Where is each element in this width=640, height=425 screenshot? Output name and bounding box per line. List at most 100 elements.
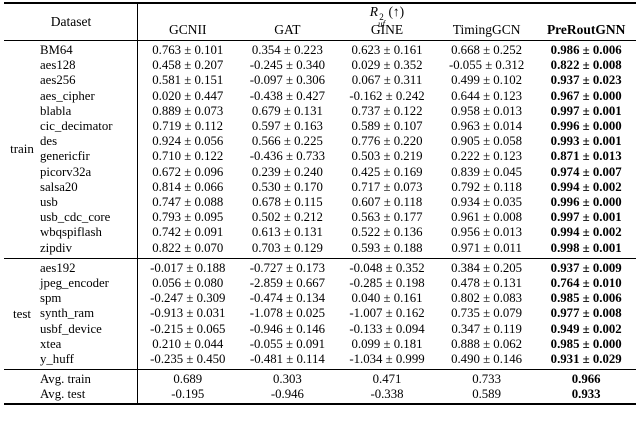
value-cell: 0.478 ± 0.131 (451, 276, 523, 291)
table-row: usb_cdc_core 0.793 ± 0.095 0.502 ± 0.212 0.… (4, 210, 636, 225)
value-cell: -0.017 ± 0.188 (150, 260, 226, 275)
value-cell: 0.597 ± 0.163 (251, 119, 323, 134)
dataset-name: y_huff (40, 352, 74, 367)
value-cell: 0.672 ± 0.096 (152, 164, 224, 179)
group-spacer (4, 195, 40, 210)
value-cell: 0.776 ± 0.220 (351, 134, 423, 149)
value-cell: -0.055 ± 0.312 (448, 58, 525, 73)
table-row: usbf_device -0.215 ± 0.065 -0.946 ± 0.146 -… (4, 322, 636, 337)
column-header-dataset: Dataset (50, 14, 92, 29)
dataset-name: synth_ram (40, 306, 95, 321)
value-cell: -0.474 ± 0.134 (249, 291, 326, 306)
value-cell: 0.742 ± 0.091 (152, 225, 224, 240)
summary-value-cell: 0.589 (472, 386, 501, 401)
value-cell: 0.029 ± 0.352 (351, 58, 423, 73)
summary-value-cell: 0.966 (571, 372, 601, 387)
value-cell: 0.974 ± 0.007 (550, 164, 622, 179)
dataset-name: jpeg_encoder (40, 276, 109, 291)
group-spacer (4, 73, 40, 88)
value-cell: 0.871 ± 0.013 (550, 149, 622, 164)
header-rule (4, 40, 636, 41)
table-row: salsa20 0.814 ± 0.066 0.530 ± 0.170 0.717 ±… (4, 180, 636, 195)
value-cell: 0.971 ± 0.011 (451, 240, 522, 255)
group-spacer (4, 261, 40, 276)
value-cell: 0.589 ± 0.107 (351, 119, 423, 134)
value-cell: -0.097 ± 0.306 (249, 73, 326, 88)
group-spacer (4, 322, 40, 337)
column-header-gine: GINE (370, 22, 404, 37)
value-cell: 0.937 ± 0.023 (550, 73, 622, 88)
value-cell: -0.247 ± 0.309 (150, 291, 226, 306)
summary-value-cell: 0.689 (173, 372, 203, 387)
table-row: aes128 0.458 ± 0.207 -0.245 ± 0.340 0.029 ±… (4, 58, 636, 73)
value-cell: 0.678 ± 0.115 (252, 195, 323, 210)
value-cell: 0.644 ± 0.123 (451, 88, 523, 103)
dataset-name: des (40, 134, 58, 149)
value-cell: 0.613 ± 0.131 (251, 225, 323, 240)
summary-value-cell: -0.195 (171, 386, 205, 401)
value-cell: 0.347 ± 0.119 (451, 321, 522, 336)
value-cell: 0.503 ± 0.219 (351, 149, 423, 164)
value-cell: 0.993 ± 0.001 (550, 134, 622, 149)
value-cell: 0.961 ± 0.008 (451, 210, 523, 225)
value-cell: 0.958 ± 0.013 (451, 103, 523, 118)
dataset-name: wbqspiflash (40, 225, 102, 240)
value-cell: 0.499 ± 0.102 (451, 73, 523, 88)
table-header: Dataset R 2 uf (↑) GCNII GAT GINE TimingGCN Pr… (4, 4, 636, 40)
value-cell: 0.040 ± 0.161 (351, 291, 423, 306)
metric-arrow: (↑) (388, 4, 405, 19)
value-cell: 0.792 ± 0.118 (451, 179, 522, 194)
summary-row: Avg. test -0.195 -0.946 -0.338 0.589 0.933 (4, 387, 636, 402)
value-cell: 0.967 ± 0.000 (550, 88, 622, 103)
bottom-rule (4, 403, 636, 406)
column-header-gcnii: GCNII (169, 22, 207, 37)
column-header-gat: GAT (274, 22, 301, 37)
metric-header: R 2 uf (↑) (138, 4, 636, 28)
value-cell: 0.937 ± 0.009 (550, 260, 622, 275)
value-cell: 0.934 ± 0.035 (451, 195, 523, 210)
table-row: blabla 0.889 ± 0.073 0.679 ± 0.131 0.737 ± … (4, 104, 636, 119)
dataset-name: cic_decimator (40, 119, 113, 134)
value-cell: 0.222 ± 0.123 (451, 149, 523, 164)
value-cell: 0.384 ± 0.205 (451, 260, 523, 275)
value-cell: -0.436 ± 0.733 (249, 149, 326, 164)
group-spacer (4, 89, 40, 104)
value-cell: 0.888 ± 0.062 (451, 336, 523, 351)
train-section: train BM64 0.763 ± 0.101 0.354 ± 0.223 0.62… (4, 41, 636, 258)
value-cell: 0.924 ± 0.056 (152, 134, 224, 149)
value-cell: 0.566 ± 0.225 (251, 134, 323, 149)
metric-column-headers: R 2 uf (↑) GCNII GAT GINE TimingGCN PreRoutGNN (138, 4, 636, 40)
group-spacer (4, 291, 40, 306)
table-row: wbqspiflash 0.742 ± 0.091 0.613 ± 0.131 0.5… (4, 225, 636, 240)
dataset-name: salsa20 (40, 179, 78, 194)
dataset-name: BM64 (40, 43, 73, 57)
value-cell: 0.985 ± 0.000 (550, 336, 622, 351)
value-cell: -0.481 ± 0.114 (249, 352, 325, 367)
value-cell: -0.285 ± 0.198 (349, 276, 425, 291)
value-cell: -1.034 ± 0.999 (349, 352, 425, 367)
summary-value-cell: 0.303 (272, 372, 302, 387)
group-spacer (4, 43, 40, 58)
value-cell: 0.956 ± 0.013 (451, 225, 523, 240)
value-cell: 0.802 ± 0.083 (451, 291, 523, 306)
dataset-name: zipdiv (40, 240, 72, 255)
table-row: picorv32a 0.672 ± 0.096 0.239 ± 0.240 0.425… (4, 165, 636, 180)
value-cell: 0.764 ± 0.010 (550, 276, 622, 291)
value-cell: 0.530 ± 0.170 (251, 179, 323, 194)
dataset-name: xtea (40, 336, 62, 351)
summary-rule (4, 369, 636, 371)
dataset-name: aes256 (40, 73, 76, 88)
value-cell: 0.763 ± 0.101 (152, 43, 224, 57)
value-cell: -0.913 ± 0.031 (150, 306, 226, 321)
value-cell: 0.563 ± 0.177 (351, 210, 423, 225)
dataset-name: spm (40, 291, 62, 306)
table-row: genericfir 0.710 ± 0.122 -0.436 ± 0.733 0.5… (4, 149, 636, 164)
value-cell: -0.727 ± 0.173 (249, 260, 326, 275)
value-cell: 0.994 ± 0.002 (550, 179, 622, 194)
value-cell: 0.931 ± 0.029 (550, 352, 622, 367)
value-cell: 0.735 ± 0.079 (451, 306, 523, 321)
value-cell: 0.056 ± 0.080 (152, 276, 224, 291)
value-cell: 0.998 ± 0.001 (550, 240, 622, 255)
table-row: BM64 0.763 ± 0.101 0.354 ± 0.223 0.623 ± 0.… (4, 43, 636, 58)
value-cell: 0.737 ± 0.122 (351, 103, 423, 118)
